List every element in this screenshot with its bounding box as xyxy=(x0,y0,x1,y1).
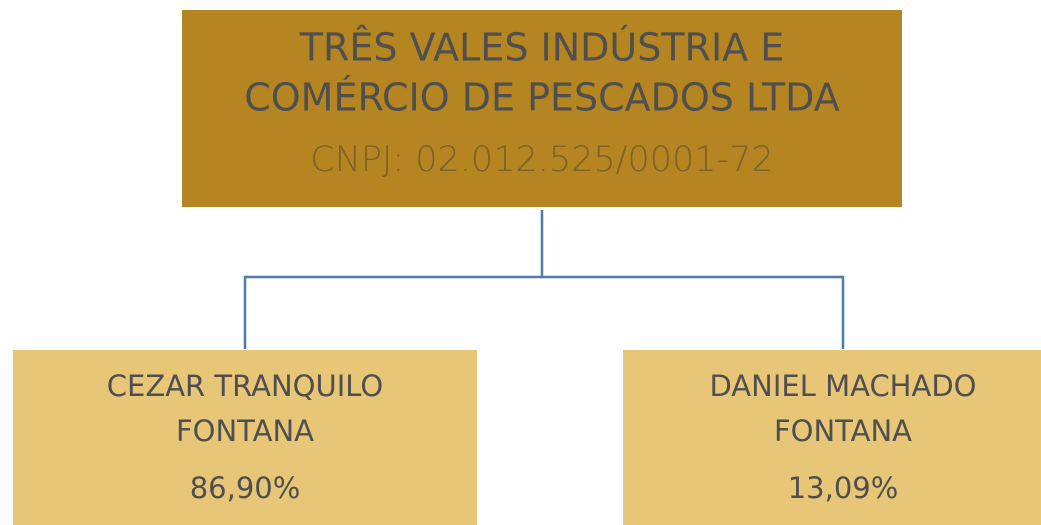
connector xyxy=(243,210,845,349)
root-title: TRÊS VALES INDÚSTRIA E xyxy=(299,26,785,70)
node-name: FONTANA xyxy=(774,414,912,448)
node-name: DANIEL MACHADO xyxy=(709,369,976,403)
node-box xyxy=(13,350,477,525)
root-cnpj: CNPJ: 02.012.525/0001-72 xyxy=(310,140,773,180)
node-box xyxy=(623,350,1041,525)
node-share: 86,90% xyxy=(190,471,301,505)
root-title: COMÉRCIO DE PESCADOS LTDA xyxy=(244,76,840,120)
node-share: 13,09% xyxy=(788,471,899,505)
node-name: CEZAR TRANQUILO xyxy=(107,369,383,403)
node-name: FONTANA xyxy=(176,414,314,448)
root-box xyxy=(182,10,902,207)
